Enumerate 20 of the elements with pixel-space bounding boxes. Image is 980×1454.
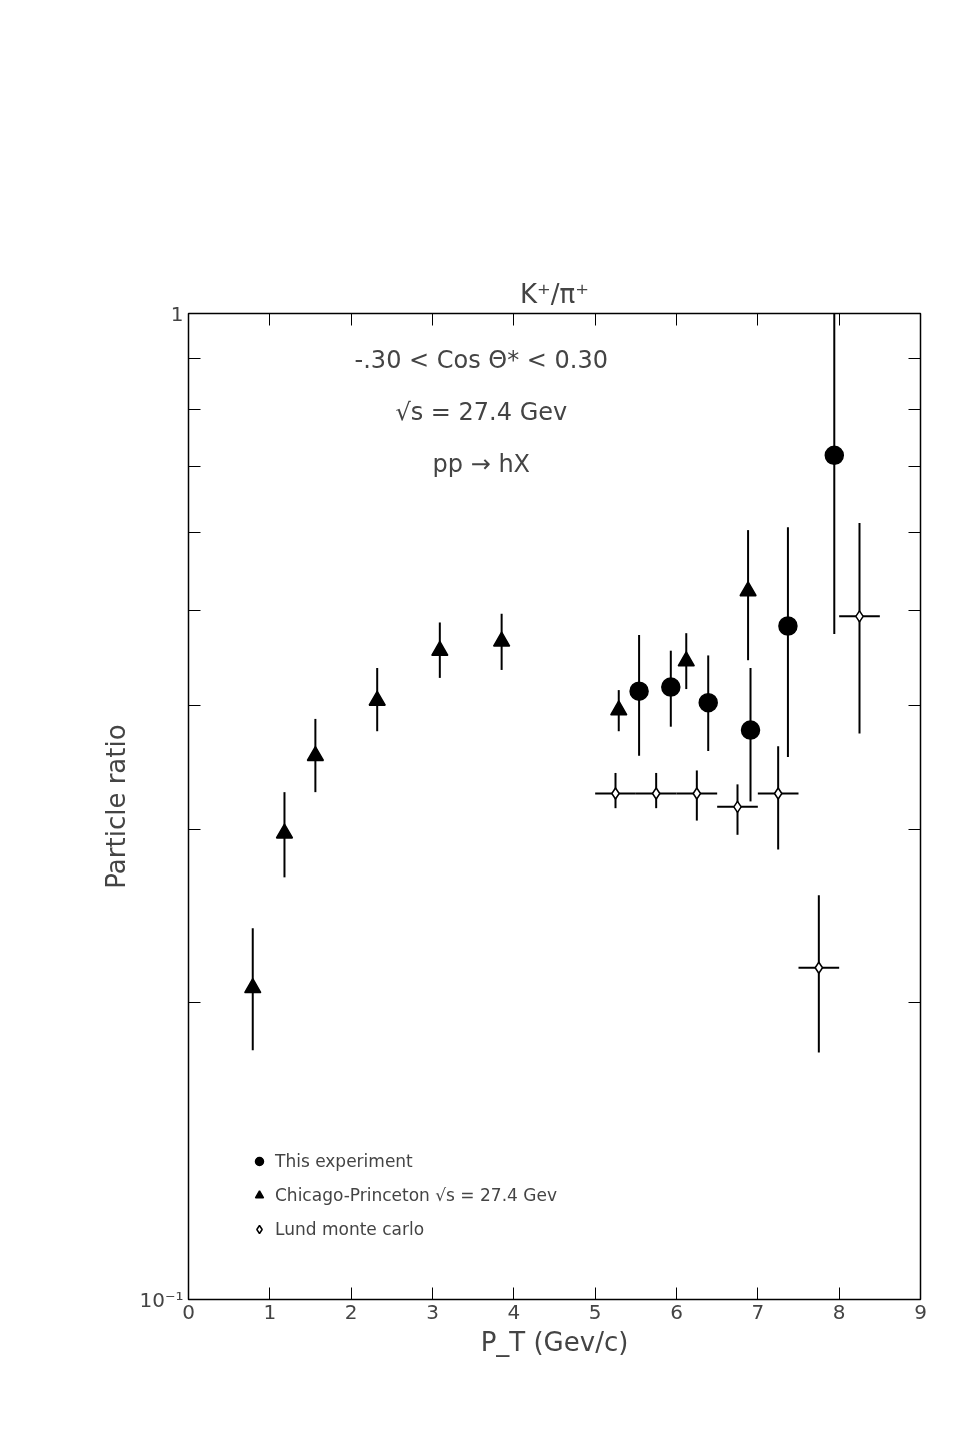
legend-label: This experiment <box>275 1151 413 1171</box>
x-tick-label: 7 <box>751 1299 765 1324</box>
annotation: -.30 < Cos Θ* < 0.30 <box>354 345 609 374</box>
x-tick-label: 2 <box>344 1299 358 1324</box>
legend-label: Lund monte carlo <box>275 1219 425 1239</box>
x-tick-label: 9 <box>914 1299 927 1324</box>
legend-label: Chicago-Princeton √s = 27.4 Gev <box>275 1185 557 1205</box>
x-tick-label: 4 <box>507 1299 521 1324</box>
y-axis-title: Particle ratio <box>101 724 132 889</box>
x-tick-label: 8 <box>832 1299 846 1324</box>
y-tick-label: 10⁻¹ <box>139 1287 184 1312</box>
x-tick-label: 3 <box>426 1299 439 1324</box>
annotation: √s = 27.4 Gev <box>395 397 568 426</box>
x-tick-label: 6 <box>670 1299 683 1324</box>
x-tick-label: 1 <box>263 1299 277 1324</box>
x-tick-label: 0 <box>182 1299 195 1324</box>
annotation: pp → hX <box>432 449 531 478</box>
x-axis-title: P_T (Gev/c) <box>480 1326 629 1357</box>
x-tick-label: 5 <box>588 1299 602 1324</box>
chart-title: K⁺/π⁺ <box>520 278 589 309</box>
